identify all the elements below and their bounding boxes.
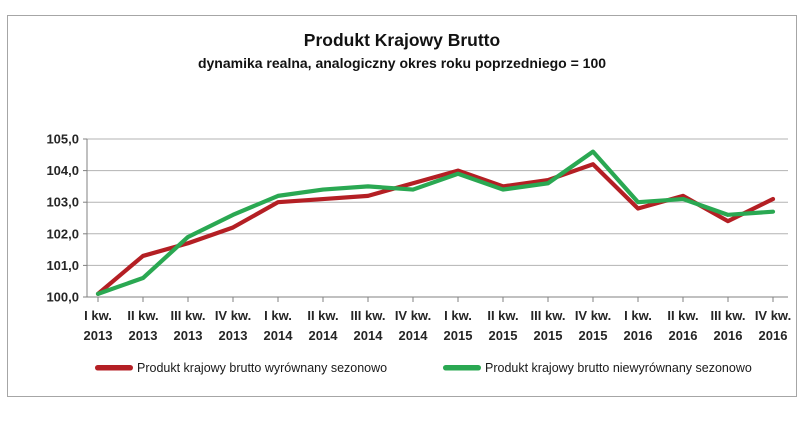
x-axis-label-quarter: I kw. [264, 308, 292, 323]
y-axis-label: 105,0 [46, 132, 79, 147]
x-axis-label-quarter: III kw. [351, 308, 386, 323]
x-axis-label-quarter: II kw. [667, 308, 698, 323]
x-axis-label-quarter: III kw. [711, 308, 746, 323]
x-axis-label-quarter: IV kw. [755, 308, 791, 323]
x-axis-label-year: 2015 [534, 328, 563, 343]
x-axis-label-quarter: III kw. [531, 308, 566, 323]
x-axis-label-year: 2013 [219, 328, 248, 343]
x-axis-label-quarter: II kw. [127, 308, 158, 323]
x-axis-label-quarter: IV kw. [395, 308, 431, 323]
x-axis-label-year: 2014 [264, 328, 294, 343]
x-axis-label-year: 2013 [84, 328, 113, 343]
chart-subtitle: dynamika realna, analogiczny okres roku … [198, 55, 606, 71]
x-axis-label-year: 2016 [624, 328, 653, 343]
x-axis-label-quarter: II kw. [307, 308, 338, 323]
x-axis-label-year: 2014 [354, 328, 384, 343]
x-axis-label-quarter: II kw. [487, 308, 518, 323]
x-axis-label-year: 2016 [714, 328, 743, 343]
y-axis-label: 100,0 [46, 290, 79, 305]
legend-label-unadjusted: Produkt krajowy brutto niewyrównany sezo… [485, 361, 752, 375]
x-axis-label-quarter: I kw. [624, 308, 652, 323]
x-axis-label-year: 2015 [489, 328, 518, 343]
x-axis-label-year: 2013 [174, 328, 203, 343]
x-axis-label-quarter: I kw. [84, 308, 112, 323]
x-axis-label-year: 2014 [309, 328, 339, 343]
x-axis-label-quarter: I kw. [444, 308, 472, 323]
y-axis-label: 101,0 [46, 258, 79, 273]
y-axis-label: 103,0 [46, 195, 79, 210]
plot-layer: 100,0 101,0 102,0 103,0 104,0 105,0 I kw. 2013 I… [46, 132, 791, 344]
x-axis-label-year: 2015 [579, 328, 608, 343]
legend-swatch-unadjusted [443, 365, 481, 371]
x-axis-label-year: 2015 [444, 328, 473, 343]
chart-frame [7, 15, 797, 397]
legend-swatch-adjusted [95, 365, 133, 371]
legend-label-adjusted: Produkt krajowy brutto wyrównany sezonow… [137, 361, 387, 375]
x-axis-label-year: 2014 [399, 328, 429, 343]
legend: Produkt krajowy brutto wyrównany sezonow… [95, 361, 752, 375]
x-axis-label-year: 2013 [129, 328, 158, 343]
y-axis-label: 102,0 [46, 226, 79, 241]
x-axis-label-quarter: III kw. [171, 308, 206, 323]
y-axis-label: 104,0 [46, 163, 79, 178]
x-axis-label-quarter: IV kw. [215, 308, 251, 323]
x-axis-label-quarter: IV kw. [575, 308, 611, 323]
series-line-unadjusted [95, 149, 776, 296]
chart-title: Produkt Krajowy Brutto [304, 30, 500, 50]
x-axis-label-year: 2016 [669, 328, 698, 343]
x-axis-label-year: 2016 [759, 328, 788, 343]
